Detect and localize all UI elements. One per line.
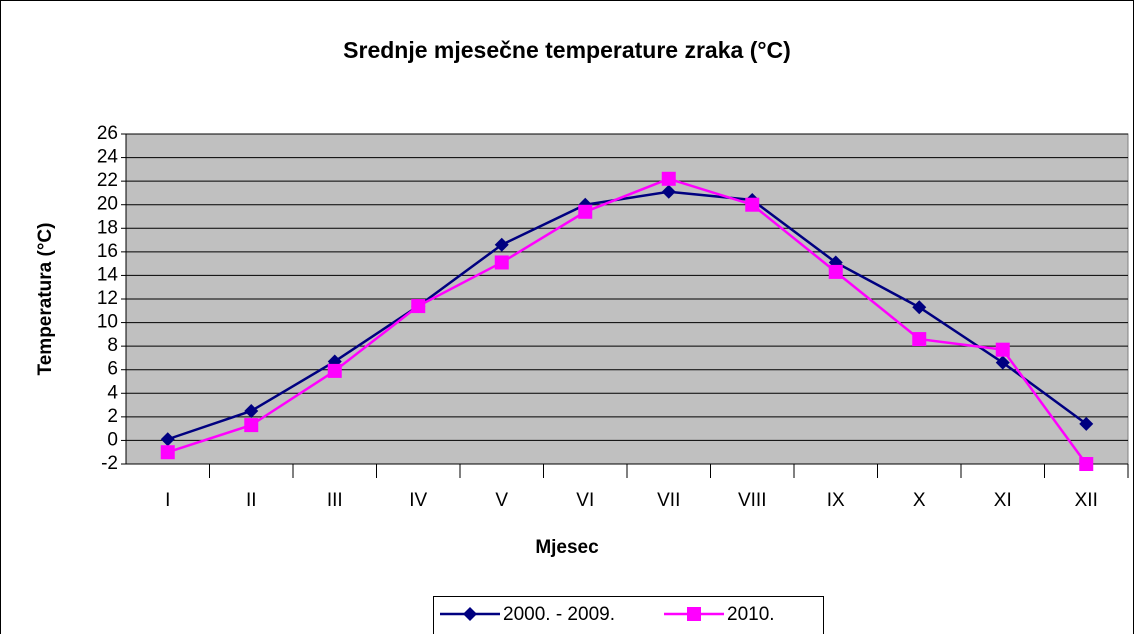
data-point: [995, 355, 1010, 370]
data-point: [327, 363, 342, 378]
data-point: [411, 299, 426, 314]
x-tick-label: III: [327, 490, 343, 511]
x-tick-label: IV: [409, 490, 427, 511]
y-tick-label: 4: [107, 382, 118, 403]
x-tick-label: XI: [994, 490, 1012, 511]
legend-marker: [687, 607, 701, 621]
x-axis-title: Mjesec: [535, 537, 599, 558]
x-tick-label: II: [246, 490, 257, 511]
y-tick-label: -2: [101, 453, 118, 474]
x-tick-label: VI: [576, 490, 594, 511]
data-point: [661, 171, 676, 186]
chart-title: Srednje mjesečne temperature zraka (°C): [343, 37, 791, 63]
y-axis-title: Temperatura (°C): [35, 223, 56, 376]
y-tick-label: 26: [97, 123, 118, 144]
y-tick-label: 16: [97, 241, 118, 262]
data-point: [494, 237, 509, 252]
data-point: [912, 332, 927, 347]
y-tick-label: 0: [107, 429, 118, 450]
data-point: [1079, 416, 1094, 431]
data-point: [828, 264, 843, 279]
x-tick-label: VIII: [738, 490, 767, 511]
x-tick-label: XII: [1075, 490, 1098, 511]
data-point: [995, 342, 1010, 357]
data-point: [661, 184, 676, 199]
data-point: [160, 445, 175, 460]
y-tick-label: 12: [97, 288, 118, 309]
y-tick-label: 2: [107, 406, 118, 427]
y-tick-label: 8: [107, 335, 118, 356]
y-tick-label: 6: [107, 359, 118, 380]
x-tick-label: IX: [827, 490, 845, 511]
y-tick-label: 10: [97, 312, 118, 333]
data-point: [160, 432, 175, 447]
legend-marker: [463, 607, 477, 621]
x-tick-label: VII: [657, 490, 680, 511]
x-tick-label: V: [495, 490, 508, 511]
data-point: [494, 255, 509, 270]
y-tick-label: 22: [97, 170, 118, 191]
y-tick-label: 14: [97, 264, 119, 285]
series-line: [167, 190, 1087, 441]
data-point: [578, 204, 593, 219]
y-tick-label: 20: [97, 194, 118, 215]
series-line: [167, 177, 1088, 465]
x-tick-label: X: [913, 490, 926, 511]
legend-label: 2010.: [727, 604, 775, 625]
data-point: [745, 197, 760, 212]
data-point: [912, 300, 927, 315]
data-point: [244, 418, 259, 433]
y-tick-label: 18: [97, 217, 118, 238]
legend-label: 2000. - 2009.: [503, 604, 615, 625]
data-point: [1079, 457, 1094, 471]
x-tick-label: I: [165, 490, 170, 511]
data-point: [244, 403, 259, 418]
y-tick-label: 24: [97, 147, 119, 168]
